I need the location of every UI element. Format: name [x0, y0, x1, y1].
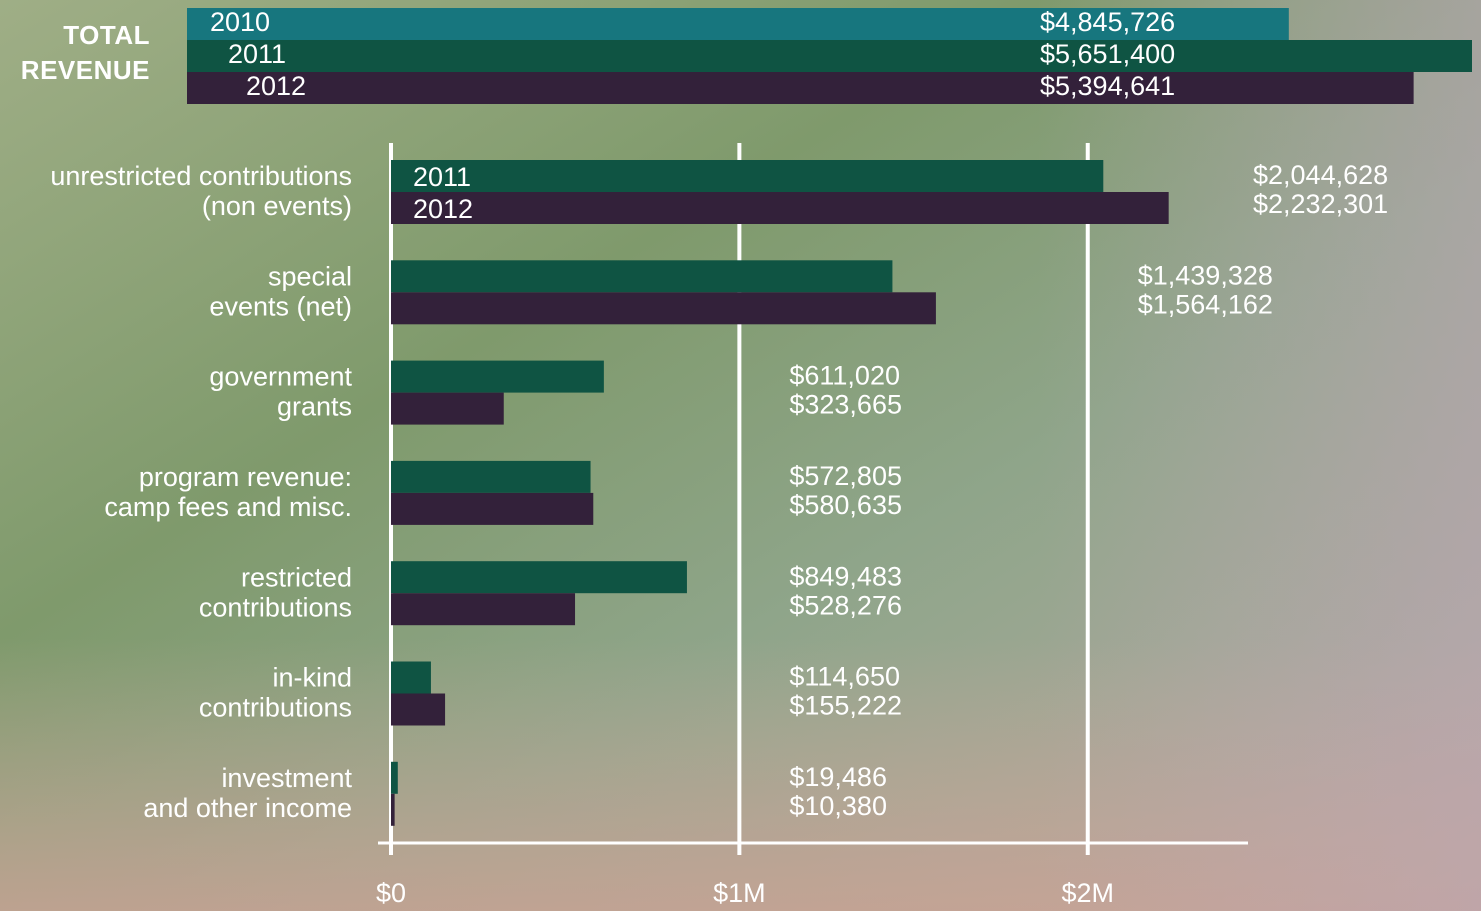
bar: [391, 493, 593, 525]
category-label: and other income: [143, 793, 352, 823]
category-label: unrestricted contributions: [50, 161, 352, 191]
bar: [391, 361, 604, 393]
category-label: events (net): [209, 291, 352, 321]
bar: [391, 292, 936, 324]
bar: [391, 662, 431, 694]
bar: [391, 694, 445, 726]
category-label: special: [268, 261, 352, 291]
category-label: 2010: [210, 7, 270, 37]
bar: [391, 461, 591, 493]
value-label: $155,222: [789, 691, 902, 721]
bar: [187, 72, 1414, 104]
value-label: $10,380: [789, 791, 887, 821]
value-label: $2,044,628: [1253, 160, 1388, 190]
value-label: $1,439,328: [1138, 260, 1273, 290]
value-label: $849,483: [789, 561, 902, 591]
category-label: (non events): [202, 191, 352, 221]
bar: [391, 593, 575, 625]
bar: [391, 762, 398, 794]
value-label: $528,276: [789, 590, 902, 620]
value-label: $5,651,400: [1040, 39, 1175, 69]
page: {"chart_data": [ {"type": "bar", "title"…: [0, 0, 1481, 911]
x-tick-label: $2M: [1061, 878, 1114, 908]
x-tick-label: $0: [376, 878, 406, 908]
category-label: camp fees and misc.: [104, 492, 352, 522]
value-label: $611,020: [789, 361, 900, 391]
value-label: $5,394,641: [1040, 71, 1175, 101]
bar: [391, 794, 395, 826]
category-label: contributions: [199, 592, 352, 622]
bar: [391, 160, 1103, 192]
value-label: $572,805: [789, 461, 902, 491]
bar: [187, 40, 1472, 72]
category-label: 2011: [228, 39, 286, 69]
chart: 2010 $4,845,726 2011 $5,651,400 2012 $5,394,6…: [0, 0, 1481, 911]
category-label: contributions: [199, 693, 352, 723]
value-label: $114,650: [789, 662, 900, 692]
category-label: program revenue:: [139, 462, 352, 492]
value-label: $19,486: [789, 762, 887, 792]
category-label: grants: [277, 392, 352, 422]
category-label: 2012: [246, 71, 306, 101]
bar: [391, 561, 687, 593]
category-label: in-kind: [272, 663, 352, 693]
category-label: government: [209, 362, 352, 392]
bar: [391, 260, 892, 292]
value-label: $4,845,726: [1040, 7, 1175, 37]
bar: [391, 393, 504, 425]
bar: [391, 192, 1169, 224]
x-tick-label: $1M: [713, 878, 766, 908]
legend-label: 2011: [413, 162, 471, 192]
chart-title: TOTAL REVENUE: [0, 18, 150, 88]
value-label: $323,665: [789, 390, 902, 420]
category-label: restricted: [241, 562, 352, 592]
value-label: $2,232,301: [1253, 189, 1388, 219]
value-label: $1,564,162: [1138, 289, 1273, 319]
category-label: investment: [221, 763, 352, 793]
legend-label: 2012: [413, 194, 473, 224]
value-label: $580,635: [789, 490, 902, 520]
